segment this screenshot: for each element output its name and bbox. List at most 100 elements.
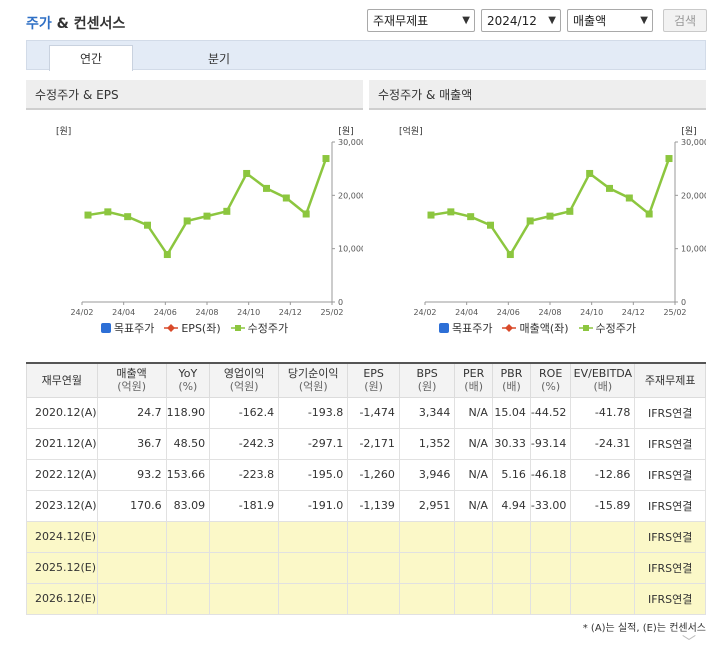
- table-cell: 1,352: [398, 427, 456, 460]
- table-cell: -191.0: [278, 489, 349, 522]
- period-select[interactable]: 2024/12 ▼: [481, 9, 561, 32]
- adjusted-price-point[interactable]: [223, 207, 231, 215]
- chevron-down-icon: ▼: [462, 15, 470, 26]
- metric-select[interactable]: 매출액 ▼: [567, 9, 653, 32]
- adjusted-price-point[interactable]: [124, 213, 132, 221]
- legend-target-price[interactable]: 목표주가: [438, 320, 492, 336]
- adjusted-price-point[interactable]: [506, 251, 514, 259]
- y-tick-label: 20,000: [681, 191, 706, 200]
- adjusted-price-point[interactable]: [606, 184, 613, 192]
- period-select-value: 2024/12: [487, 13, 537, 28]
- table-cell: -1,139: [347, 489, 400, 522]
- panel-title: 수정주가 & 매출액: [369, 80, 706, 110]
- column-header-unit: (배): [593, 380, 613, 394]
- table-cell: [454, 582, 493, 615]
- table-cell: N/A: [454, 427, 493, 460]
- adjusted-price-point[interactable]: [645, 210, 653, 218]
- legend-adjusted-price[interactable]: 수정주가: [578, 320, 637, 336]
- adjusted-price-point[interactable]: [144, 221, 151, 229]
- adjusted-price-point[interactable]: [322, 155, 330, 163]
- table-cell: 170.6: [96, 489, 167, 522]
- row-period: 2023.12(A): [26, 489, 98, 522]
- adjusted-price-line: [87, 158, 328, 257]
- adjusted-price-point[interactable]: [243, 169, 251, 177]
- column-header-label: EPS: [363, 367, 384, 381]
- column-header-unit: (억원): [298, 380, 328, 394]
- title-consensus: & 컨센서스: [51, 16, 126, 32]
- row-period: 2021.12(A): [26, 427, 98, 460]
- tab-annual[interactable]: 연간: [49, 45, 133, 71]
- y-tick-label: 20,000: [338, 191, 363, 200]
- adjusted-price-point[interactable]: [467, 213, 475, 221]
- y-tick-label: 10,000: [338, 245, 363, 254]
- financial-table: 재무연월 매출액 (억원) YoY (%) 영업이익 (억원) 당기순이익 (억원) EPS (원)…: [26, 362, 706, 615]
- row-period: 2020.12(A): [26, 396, 98, 429]
- adjusted-price-point[interactable]: [84, 211, 92, 219]
- table-cell: [165, 551, 211, 584]
- legend-adjusted-price[interactable]: 수정주가: [230, 320, 288, 336]
- column-header: 매출액 (억원): [96, 362, 167, 398]
- x-tick-label: 24/02: [413, 308, 436, 317]
- row-period: 2022.12(A): [26, 458, 98, 491]
- table-cell: 2,951: [398, 489, 456, 522]
- column-header-unit: (배): [502, 380, 521, 394]
- adjusted-price-point[interactable]: [487, 221, 494, 229]
- table-cell: [278, 582, 349, 615]
- adjusted-price-point[interactable]: [427, 211, 435, 219]
- table-cell: -223.8: [209, 458, 280, 491]
- adjusted-price-point[interactable]: [665, 155, 673, 163]
- column-header: EPS (원): [347, 362, 400, 398]
- y-tick-label: 0: [338, 298, 343, 307]
- table-cell: [347, 582, 400, 615]
- adjusted-price-point[interactable]: [263, 184, 270, 192]
- line-marker-icon: [578, 325, 593, 331]
- filter-controls: 주재무제표 ▼ 2024/12 ▼ 매출액 ▼ 검색: [367, 9, 707, 32]
- adjusted-price-point[interactable]: [282, 194, 290, 202]
- chevron-down-icon[interactable]: ﹀: [682, 635, 696, 651]
- adjusted-price-point[interactable]: [546, 212, 554, 220]
- statement-select[interactable]: 주재무제표 ▼: [367, 9, 475, 32]
- table-cell: -297.1: [278, 427, 349, 460]
- tab-quarterly[interactable]: 분기: [207, 51, 231, 66]
- table-cell: 118.90: [165, 396, 211, 429]
- legend-sales[interactable]: 매출액(좌): [502, 320, 569, 336]
- line-marker-icon: [164, 324, 179, 332]
- x-tick-label: 24/04: [455, 308, 478, 317]
- adjusted-price-point[interactable]: [625, 194, 633, 202]
- table-cell: [491, 520, 531, 553]
- legend-label: 수정주가: [595, 322, 637, 335]
- column-header-label: 매출액: [116, 367, 147, 381]
- table-row: 2020.12(A) 24.7 118.90 -162.4 -193.8 -1,474 3,…: [26, 396, 706, 429]
- adjusted-price-point[interactable]: [183, 217, 191, 225]
- column-header-unit: (원): [364, 380, 383, 394]
- table-cell: [529, 520, 572, 553]
- adjusted-price-point[interactable]: [163, 251, 171, 259]
- adjusted-price-point[interactable]: [104, 208, 112, 216]
- adjusted-price-point[interactable]: [302, 210, 310, 218]
- adjusted-price-line: [430, 158, 671, 257]
- table-cell: [398, 520, 456, 553]
- row-period: 2024.12(E): [26, 520, 98, 553]
- price-eps-chart: [원][원]30,00020,00010,000024/0224/0424/06…: [56, 126, 363, 317]
- table-cell: 15.04: [491, 396, 531, 429]
- adjusted-price-point[interactable]: [566, 207, 574, 215]
- column-header-label: 주재무제표: [644, 373, 696, 387]
- search-button[interactable]: 검색: [663, 9, 707, 32]
- column-header: 영업이익 (억원): [209, 362, 280, 398]
- adjusted-price-point[interactable]: [526, 217, 534, 225]
- legend-label: 목표주가: [113, 322, 155, 335]
- adjusted-price-point[interactable]: [203, 212, 211, 220]
- column-header-label: YoY: [178, 367, 198, 381]
- table-cell: -1,474: [347, 396, 400, 429]
- adjusted-price-point[interactable]: [447, 208, 455, 216]
- x-tick-label: 24/06: [497, 308, 520, 317]
- right-unit-label: [원]: [681, 126, 696, 137]
- table-cell: [570, 582, 636, 615]
- column-header-label: EV/EBITDA: [573, 367, 633, 381]
- table-cell: -41.78: [570, 396, 636, 429]
- adjusted-price-point[interactable]: [586, 169, 594, 177]
- line-marker-icon: [502, 324, 517, 332]
- legend-eps[interactable]: EPS(좌): [164, 320, 221, 336]
- table-cell: [347, 551, 400, 584]
- legend-target-price[interactable]: 목표주가: [100, 320, 155, 336]
